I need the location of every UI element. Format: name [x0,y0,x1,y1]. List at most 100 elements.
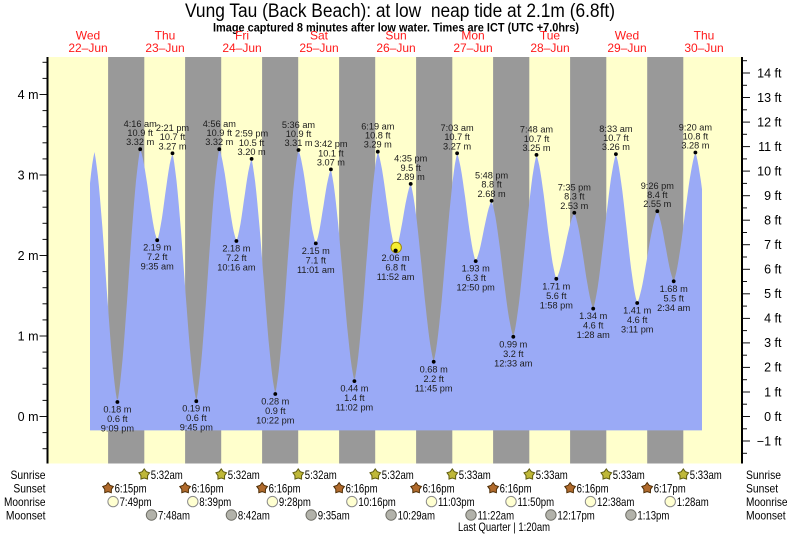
svg-text:Vung Tau (Back Beach): at low: Vung Tau (Back Beach): at low neap tide … [185,1,615,22]
svg-text:8.4 ft: 8.4 ft [647,190,668,200]
svg-text:2.15 m: 2.15 m [302,246,330,256]
svg-text:Sunset: Sunset [13,482,46,496]
svg-text:4:56 am: 4:56 am [203,119,237,129]
svg-text:1.41 m: 1.41 m [623,306,651,316]
svg-text:1.71 m: 1.71 m [542,281,570,291]
svg-text:10.1 ft: 10.1 ft [318,148,344,158]
svg-text:Image captured 8 minutes after: Image captured 8 minutes after low water… [213,21,579,35]
svg-text:3.07 m: 3.07 m [317,157,345,167]
svg-text:4:16 am: 4:16 am [124,119,158,129]
svg-text:3.28 m: 3.28 m [681,141,709,151]
svg-text:10:29am: 10:29am [398,509,435,523]
svg-text:1.68 m: 1.68 m [660,284,688,294]
svg-text:2.68 m: 2.68 m [478,189,506,199]
svg-text:6:16pm: 6:16pm [192,482,224,496]
svg-text:6:16pm: 6:16pm [423,482,455,496]
svg-text:3.29 m: 3.29 m [364,140,392,150]
svg-text:11:02 pm: 11:02 pm [336,403,374,413]
svg-text:Moonrise: Moonrise [4,495,46,509]
svg-text:11:03pm: 11:03pm [438,495,475,509]
svg-text:2.2 ft: 2.2 ft [423,374,444,384]
svg-text:3:11 pm: 3:11 pm [621,325,654,335]
svg-text:6.3 ft: 6.3 ft [465,273,486,283]
svg-text:3.27 m: 3.27 m [158,141,186,151]
svg-text:0 m: 0 m [18,410,39,424]
svg-text:9:26 pm: 9:26 pm [641,181,675,191]
svg-text:6:16pm: 6:16pm [500,482,532,496]
svg-text:1.93 m: 1.93 m [462,264,490,274]
svg-text:27–Jun: 27–Jun [453,41,492,55]
svg-text:0.68 m: 0.68 m [420,364,448,374]
svg-text:Thu: Thu [155,29,176,43]
svg-text:28–Jun: 28–Jun [530,41,569,55]
svg-text:−1 ft: −1 ft [757,434,782,448]
svg-text:3.2 ft: 3.2 ft [503,349,524,359]
svg-text:6:16pm: 6:16pm [577,482,609,496]
svg-text:6:16pm: 6:16pm [269,482,301,496]
svg-text:10.7 ft: 10.7 ft [444,132,470,142]
svg-text:1:28am: 1:28am [677,495,709,509]
svg-text:Sunrise: Sunrise [746,468,781,482]
svg-text:Sat: Sat [310,29,329,43]
svg-text:11:22am: 11:22am [478,509,515,523]
svg-text:3.32 m: 3.32 m [126,137,154,147]
svg-text:5:32am: 5:32am [382,468,414,482]
svg-text:1:13pm: 1:13pm [637,509,669,523]
svg-text:12:50 pm: 12:50 pm [457,283,496,293]
svg-text:11 ft: 11 ft [758,140,782,154]
svg-text:9:28pm: 9:28pm [279,495,311,509]
svg-text:11:45 pm: 11:45 pm [415,383,453,393]
svg-text:Fri: Fri [235,29,249,43]
svg-text:8.8 ft: 8.8 ft [481,180,502,190]
svg-text:6:19 am: 6:19 am [361,122,395,132]
svg-text:22–Jun: 22–Jun [68,41,107,55]
svg-text:2 ft: 2 ft [764,361,782,375]
svg-text:5:32am: 5:32am [228,468,260,482]
svg-text:10.7 ft: 10.7 ft [603,133,629,143]
svg-text:6:15pm: 6:15pm [115,482,147,496]
svg-text:Sunset: Sunset [746,482,779,496]
svg-text:3.26 m: 3.26 m [602,142,630,152]
svg-text:1:58 pm: 1:58 pm [540,300,574,310]
svg-text:2:34 am: 2:34 am [657,303,691,313]
svg-text:5 ft: 5 ft [764,287,782,301]
svg-text:2 m: 2 m [18,249,39,263]
svg-text:5:33am: 5:33am [613,468,645,482]
svg-text:9:20 am: 9:20 am [679,122,713,132]
svg-text:2:59 pm: 2:59 pm [235,129,269,139]
svg-text:10.7 ft: 10.7 ft [160,132,186,142]
svg-text:1.34 m: 1.34 m [579,311,607,321]
svg-text:3.27 m: 3.27 m [443,141,471,151]
svg-text:10.9 ft: 10.9 ft [286,129,312,139]
svg-text:5:32am: 5:32am [151,468,183,482]
svg-text:2.53 m: 2.53 m [560,201,588,211]
svg-text:8:39pm: 8:39pm [199,495,231,509]
svg-text:9:35am: 9:35am [318,509,350,523]
svg-text:7.1 ft: 7.1 ft [306,255,327,265]
svg-text:3.20 m: 3.20 m [238,147,266,157]
svg-text:7:35 pm: 7:35 pm [558,183,592,193]
svg-text:5:33am: 5:33am [459,468,491,482]
svg-text:0.6 ft: 0.6 ft [186,413,207,423]
svg-text:7:48am: 7:48am [158,509,190,523]
svg-text:Last Quarter | 1:20am: Last Quarter | 1:20am [458,520,550,534]
svg-text:6:17pm: 6:17pm [654,482,686,496]
svg-text:7:03 am: 7:03 am [440,123,474,133]
svg-text:3 ft: 3 ft [764,336,782,350]
svg-text:13 ft: 13 ft [757,91,782,105]
svg-text:8:33 am: 8:33 am [599,124,633,134]
svg-text:5:32am: 5:32am [305,468,337,482]
svg-text:12:33 am: 12:33 am [494,358,533,368]
svg-text:7.2 ft: 7.2 ft [226,253,247,263]
svg-text:6 ft: 6 ft [764,263,782,277]
svg-text:1.4 ft: 1.4 ft [344,393,365,403]
svg-text:10.8 ft: 10.8 ft [683,131,709,141]
svg-text:7.2 ft: 7.2 ft [147,252,168,262]
svg-text:Sunrise: Sunrise [11,468,46,482]
svg-text:3 m: 3 m [18,168,39,182]
svg-text:9:35 am: 9:35 am [141,262,175,272]
svg-text:5:33am: 5:33am [536,468,568,482]
svg-text:10.8 ft: 10.8 ft [365,131,391,141]
svg-text:26–Jun: 26–Jun [376,41,415,55]
svg-text:5:36 am: 5:36 am [282,120,316,130]
